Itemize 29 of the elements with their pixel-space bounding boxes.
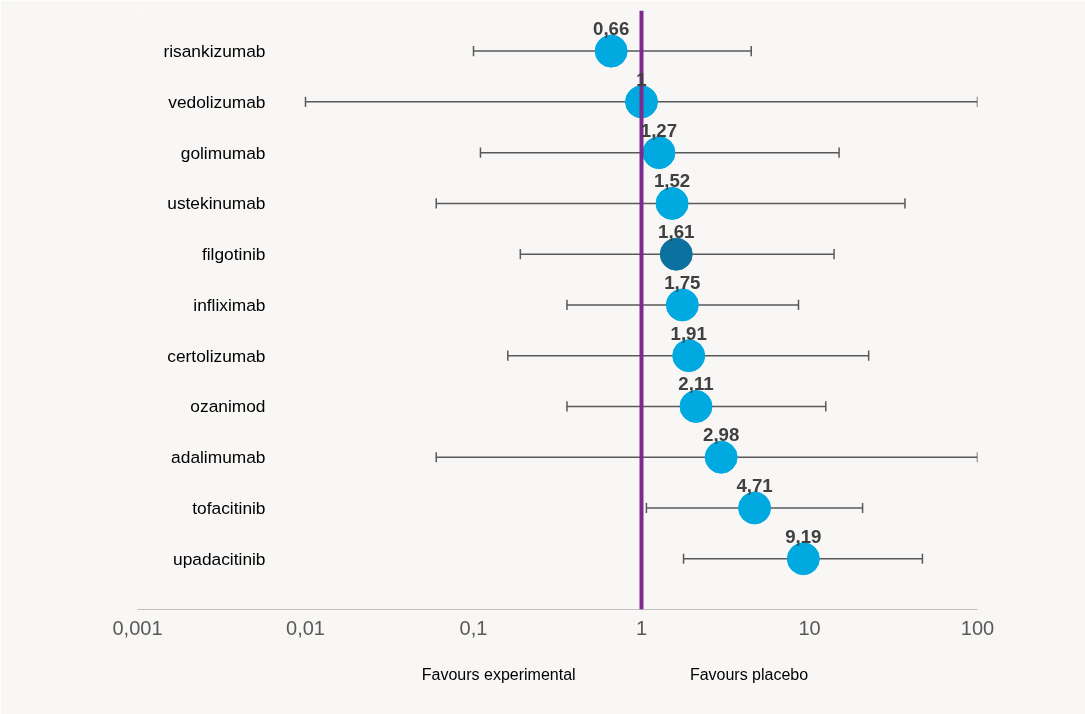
y-tick-label: filgotinib	[201, 244, 266, 265]
x-tick-label: 0,01	[286, 616, 325, 639]
x-tick-label: 0,1	[459, 616, 488, 639]
y-tick-label: risankizumab	[163, 41, 266, 62]
data-label: 4,71	[736, 474, 773, 496]
x-tick-label: 100	[960, 616, 995, 639]
data-label: 1,52	[653, 170, 691, 192]
y-tick-label: golimumab	[180, 142, 266, 163]
y-tick-label: tofacitinib	[192, 497, 266, 518]
data-label: 2,11	[678, 373, 714, 395]
x-tick-label: 10	[798, 616, 821, 639]
data-label: 2,98	[703, 424, 740, 446]
y-tick-label: infliximab	[193, 294, 266, 315]
text: Favours experimental	[421, 665, 576, 683]
x-tick-label: 0,001	[112, 616, 163, 639]
data-label: 1,61	[658, 221, 695, 243]
y-tick-label: certolizumab	[167, 345, 266, 366]
y-tick-label: adalimumab	[171, 447, 266, 468]
y-tick-label: ozanimod	[190, 396, 266, 417]
data-label: 1,91	[670, 322, 707, 344]
y-tick-label: ustekinumab	[167, 193, 266, 214]
text: Favours placebo	[689, 665, 809, 683]
data-label: 9,19	[785, 525, 822, 547]
x-tick-label: 1	[635, 616, 648, 639]
y-tick-label: vedolizumab	[168, 91, 266, 112]
data-label: 1	[636, 68, 647, 90]
y-tick-label: upadacitinib	[173, 548, 266, 569]
data-label: 0,66	[593, 18, 630, 40]
data-label: 1,75	[664, 271, 701, 293]
